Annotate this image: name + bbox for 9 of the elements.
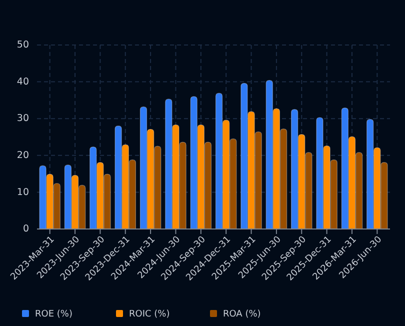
legend-label: ROE (%) bbox=[35, 309, 72, 320]
y-tick-label: 50 bbox=[16, 40, 29, 51]
y-tick-label: 0 bbox=[22, 224, 29, 235]
y-tick-label: 20 bbox=[16, 150, 29, 162]
y-tick-label: 30 bbox=[16, 113, 29, 124]
y-tick-label: 10 bbox=[16, 186, 29, 198]
y-tick-label: 40 bbox=[16, 76, 29, 88]
legend-label: ROA (%) bbox=[223, 309, 261, 320]
legend-label: ROIC (%) bbox=[129, 309, 170, 320]
